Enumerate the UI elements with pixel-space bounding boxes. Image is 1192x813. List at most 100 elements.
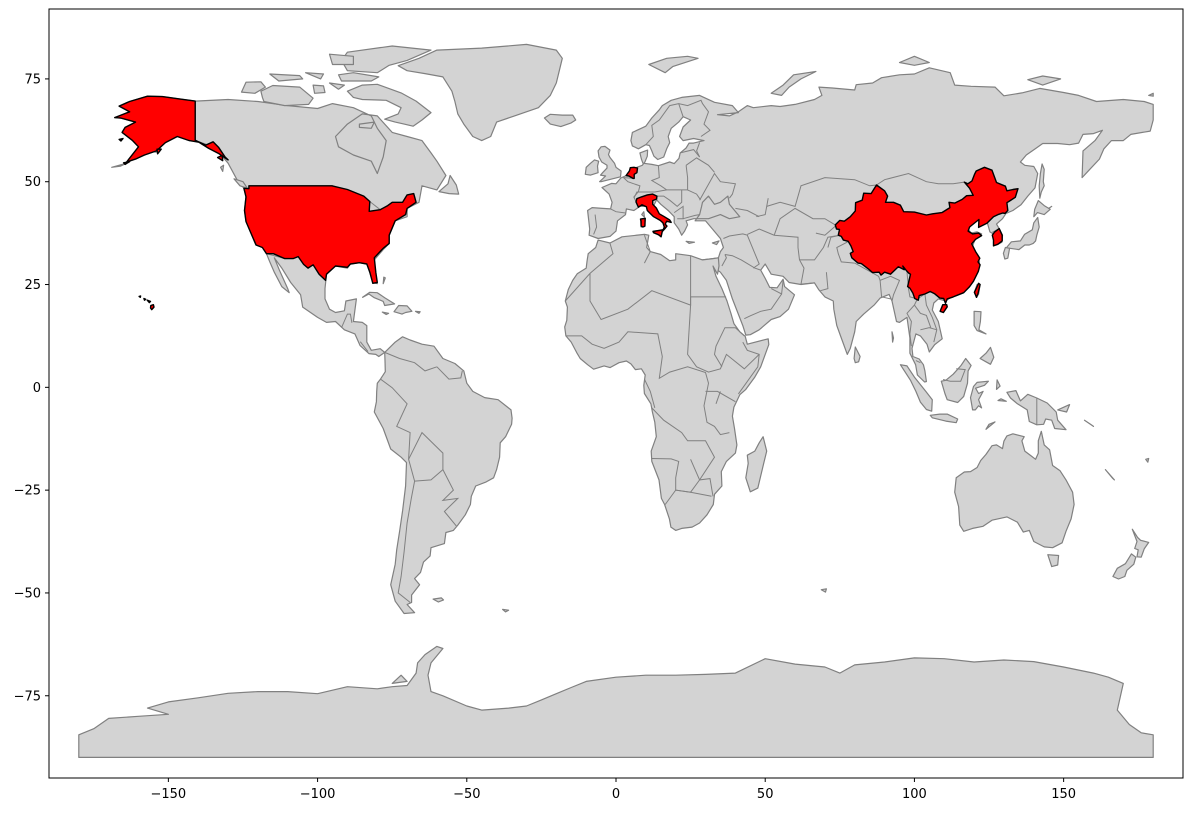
landmass-iceland — [543, 113, 577, 128]
country-border — [633, 183, 641, 208]
country-border — [705, 390, 736, 403]
country-border — [565, 331, 730, 436]
country-border — [773, 207, 836, 236]
country-border — [713, 327, 745, 368]
map-plot-area: −150 −100 −50 0 50 100 150 75 50 25 0 −25 −50 −75 — [14, 8, 1184, 802]
country-border — [682, 214, 700, 220]
country-border — [408, 431, 444, 482]
country-highlight-united-states-of-america[interactable] — [122, 160, 131, 166]
landmass-sumatra — [899, 364, 933, 412]
x-tick-label: 50 — [757, 787, 774, 802]
landmass-africa — [564, 233, 770, 531]
country-highlight-united-states-of-america[interactable] — [146, 299, 152, 304]
landmass-novaya-zemlya — [770, 70, 817, 96]
landmass-new-caledonia — [1104, 469, 1115, 481]
country-border — [696, 142, 701, 158]
y-tick-label: 50 — [24, 175, 41, 190]
country-border — [854, 262, 901, 302]
landmass-kyushu — [1002, 246, 1011, 260]
country-highlight-south-korea[interactable] — [991, 227, 1003, 247]
country-border — [678, 103, 684, 117]
country-border — [643, 235, 651, 264]
country-border — [564, 243, 614, 302]
country-border — [690, 459, 714, 497]
landmass-puerto-rico — [414, 310, 421, 314]
landmass-philippines-luzon — [973, 310, 987, 335]
country-border — [715, 391, 721, 404]
x-tick-label: −100 — [300, 787, 336, 802]
landmass-southgeorgia — [502, 608, 510, 613]
landmass-seram — [997, 398, 1007, 402]
landmass-svalbard — [648, 55, 699, 74]
landmass-sulawesi — [969, 380, 989, 411]
country-border — [815, 224, 838, 236]
country-border — [341, 313, 353, 328]
x-tick-label: 0 — [612, 787, 620, 802]
landmass-south-america — [373, 336, 513, 615]
country-highlight-italy[interactable] — [639, 217, 646, 228]
landmass-corsica — [641, 211, 645, 218]
landmass-cyprus — [711, 240, 720, 246]
country-highlight-united-states-of-america[interactable] — [243, 185, 417, 284]
country-highlight-united-states-of-america[interactable] — [118, 137, 124, 142]
landmass-antarctic-pen-isl — [391, 674, 408, 684]
landmass-axel — [328, 53, 354, 66]
landmass-madagascar — [745, 436, 768, 493]
country-border — [766, 177, 877, 208]
country-highlight-united-states-of-america[interactable] — [114, 95, 229, 163]
landmass-sakhalin — [1038, 163, 1045, 199]
country-highlight-united-states-of-america[interactable] — [143, 297, 147, 301]
landmass-fiji — [1145, 457, 1150, 463]
country-border — [876, 172, 965, 186]
x-tick-label: 150 — [1051, 787, 1076, 802]
country-border — [656, 189, 683, 208]
y-tick-label: 75 — [24, 72, 41, 87]
y-tick-label: 0 — [33, 381, 41, 396]
country-border — [664, 489, 712, 505]
country-border — [610, 208, 626, 214]
country-border — [913, 304, 932, 328]
landmass-victoria-island — [260, 84, 314, 107]
country-highlight-netherlands[interactable] — [625, 166, 639, 180]
country-border — [685, 157, 715, 173]
landmass-crete — [685, 240, 696, 244]
landmass-falklands — [432, 597, 445, 603]
landmass-new-siberia — [1027, 75, 1062, 86]
landmass-jamaica — [381, 311, 390, 316]
landmass-wrangel — [1148, 92, 1154, 97]
country-border — [747, 228, 805, 285]
landmass-antarctica — [78, 645, 1154, 758]
country-highlight-italy[interactable] — [652, 229, 664, 238]
landmass-banks-island — [240, 81, 266, 94]
country-border — [735, 207, 760, 218]
country-highlight-taiwan[interactable] — [973, 282, 981, 298]
landmass-halmahera — [995, 379, 1001, 390]
landmass-bismarck — [1057, 404, 1071, 413]
landmass-sri-lanka — [853, 346, 861, 364]
x-tick-label: −50 — [453, 787, 480, 802]
country-border — [645, 99, 711, 146]
country-highlight-united-states-of-america[interactable] — [156, 148, 162, 155]
country-border — [879, 280, 891, 300]
country-highlight-united-states-of-america[interactable] — [216, 154, 224, 162]
landmass-southampton — [358, 121, 375, 129]
country-border — [737, 341, 760, 395]
country-highlight-united-states-of-america[interactable] — [149, 304, 155, 311]
country-border — [384, 351, 438, 372]
country-highlight-italy[interactable] — [635, 193, 672, 232]
landmass-sakhalin-kurils — [1048, 205, 1053, 209]
country-border — [699, 172, 737, 201]
landmass-new-zealand-s — [1112, 553, 1137, 580]
country-border — [680, 149, 700, 158]
landmass-australia — [954, 430, 1075, 549]
landmass-japan-honshu — [1005, 216, 1040, 251]
country-border — [942, 368, 966, 382]
landmass-ireland — [584, 159, 600, 176]
country-highlight-china[interactable] — [834, 166, 1019, 305]
landmass-severnaya — [898, 55, 930, 66]
country-highlight-united-states-of-america[interactable] — [138, 295, 142, 298]
landmass-newfoundland — [438, 174, 460, 195]
landmass-prince-of-wales — [312, 84, 326, 94]
country-highlight-china[interactable] — [939, 304, 948, 314]
